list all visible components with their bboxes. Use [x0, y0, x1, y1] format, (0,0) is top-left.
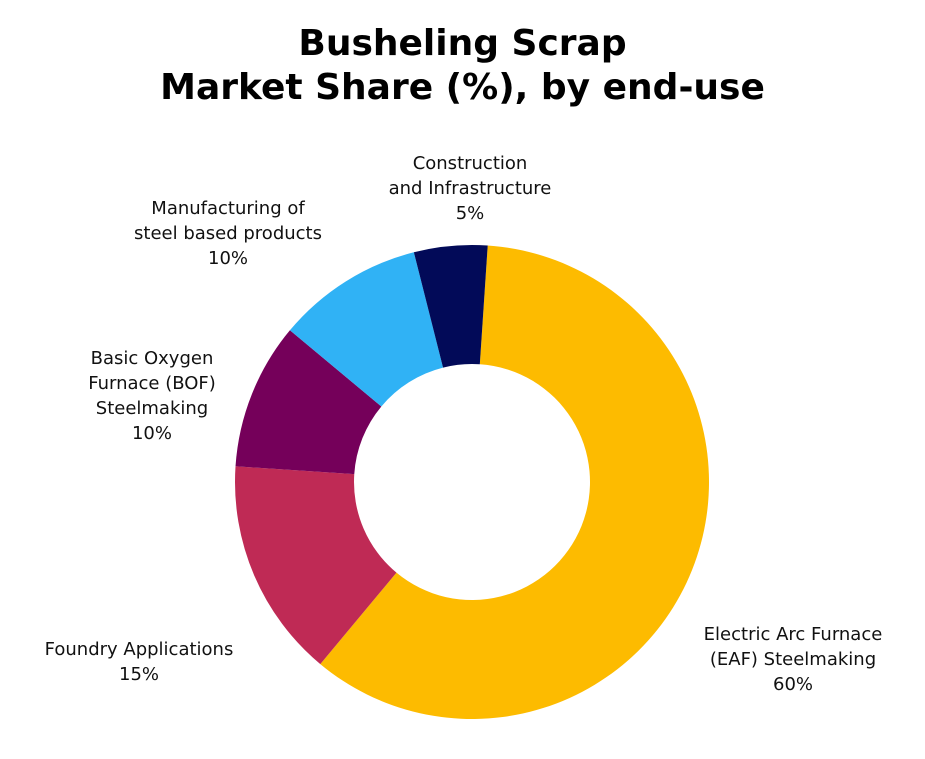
slice-construction-and-infrastructure — [413, 245, 488, 368]
slice-label-text: Construction — [412, 153, 528, 174]
slice-label-text: Basic Oxygen — [90, 348, 214, 369]
slice-label-text: Electric Arc Furnace — [703, 624, 883, 645]
chart-title: Busheling Scrap Market Share (%), by end… — [0, 22, 925, 110]
slice-label: Electric Arc Furnace (EAF) Steelmaking 60% — [704, 622, 883, 697]
slice-manufacturing-of-steel-based-products — [289, 252, 444, 407]
slice-label: Manufacturing of steel based products 10% — [134, 196, 322, 271]
slice-label: Foundry Applications 15% — [45, 637, 234, 687]
chart-title-line-2: Market Share (%), by end-use — [160, 67, 765, 108]
slice-label: Construction and Infrastructure 5% — [389, 151, 552, 226]
slice-label-text: Steelmaking — [95, 398, 209, 419]
chart-title-line-1: Busheling Scrap — [298, 23, 627, 64]
slice-value-label: 10% — [131, 423, 172, 444]
slice-label-text: steel based products — [134, 223, 322, 244]
slice-label-text: Manufacturing of — [151, 198, 305, 219]
slice-label-text: and Infrastructure — [388, 178, 552, 199]
slice-value-label: 15% — [118, 664, 160, 685]
slice-value-label: 5% — [455, 203, 485, 224]
slice-electric-arc-furnace-eaf-steelmaking — [320, 245, 710, 720]
slice-label-text: Furnace (BOF) — [88, 373, 216, 394]
slice-basic-oxygen-furnace-bof-steelmaking — [235, 330, 382, 475]
slice-value-label: 10% — [207, 248, 249, 269]
slice-value-label: 60% — [772, 674, 814, 695]
slice-label: Basic Oxygen Furnace (BOF) Steelmaking 10% — [88, 346, 216, 446]
slice-label-text: (EAF) Steelmaking — [709, 649, 877, 670]
slice-label-text: Foundry Applications — [44, 639, 234, 660]
slice-foundry-applications — [235, 466, 397, 665]
